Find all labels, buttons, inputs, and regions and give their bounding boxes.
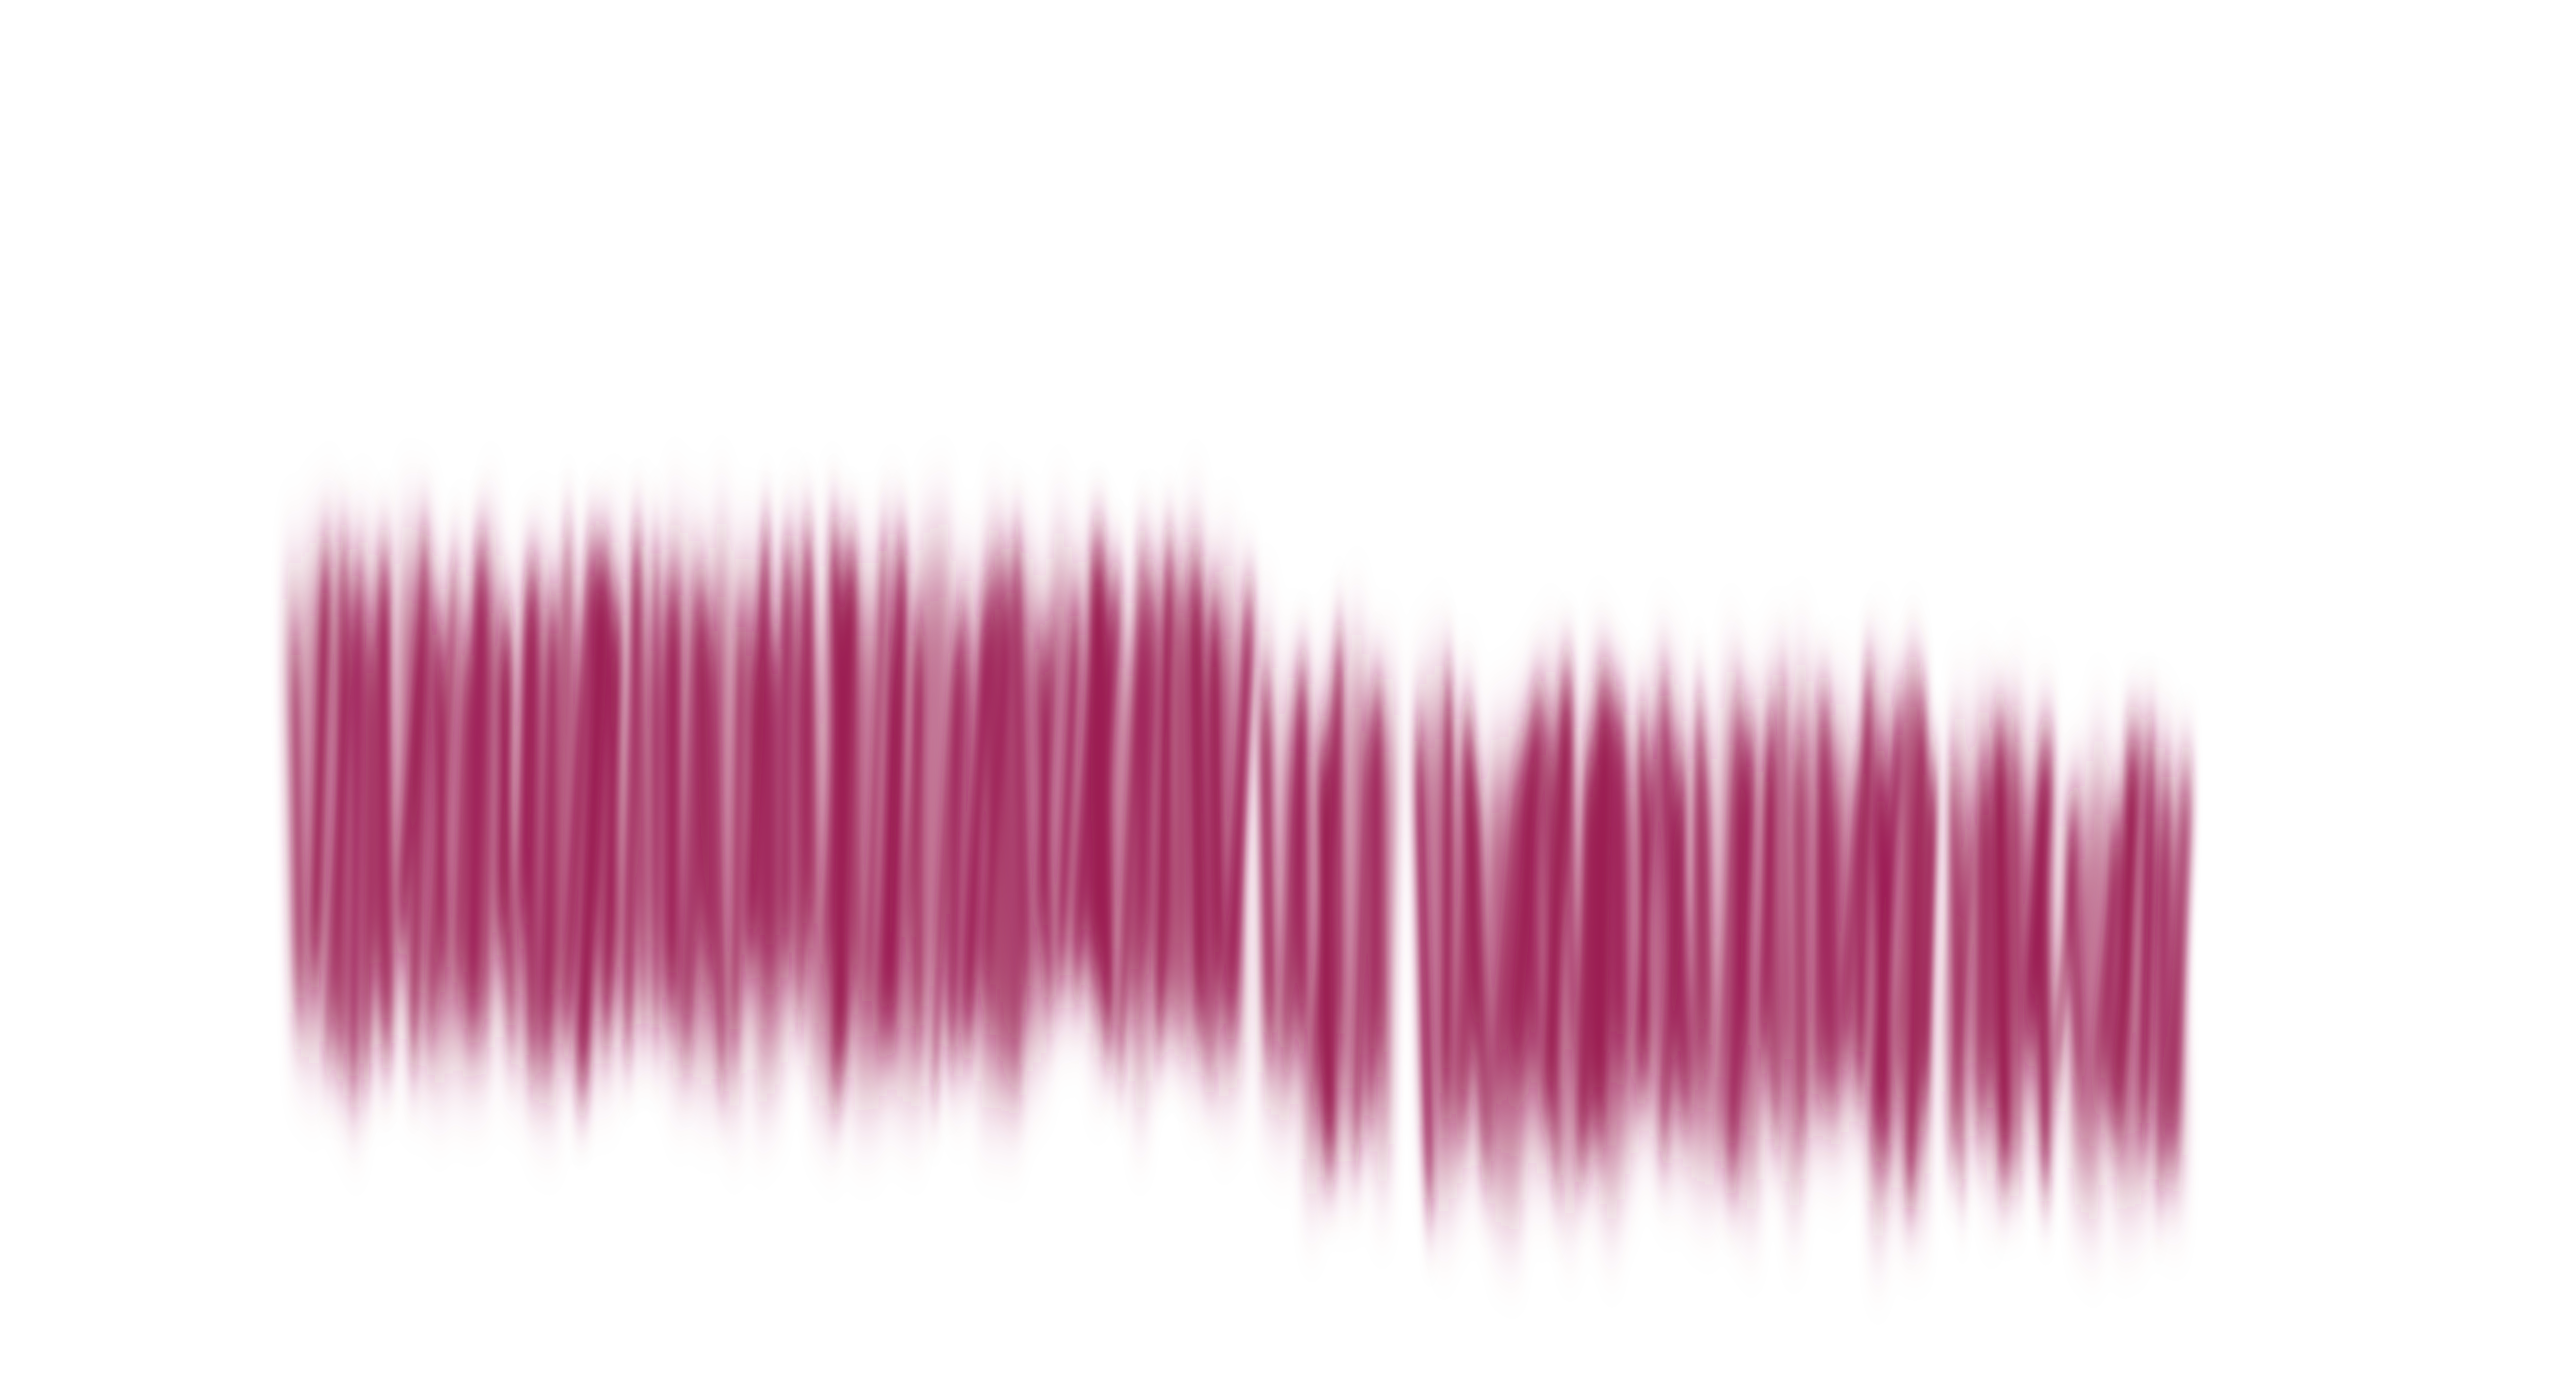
streak — [1779, 686, 1791, 1060]
streak — [1490, 772, 1528, 1080]
streak — [946, 631, 967, 1047]
streak — [605, 621, 620, 967]
streak — [705, 630, 728, 1070]
streak — [1012, 551, 1031, 986]
streak — [1336, 641, 1343, 1034]
streak-layer-front — [292, 540, 2195, 1199]
streak — [1372, 705, 1387, 1052]
streak — [731, 626, 744, 1029]
streak — [1036, 649, 1054, 996]
streak — [1737, 779, 1750, 1046]
streak — [2155, 776, 2171, 1180]
streak — [919, 568, 939, 1023]
streak — [1055, 616, 1081, 976]
streak — [762, 648, 781, 970]
streak — [1791, 759, 1808, 1121]
streak — [481, 613, 492, 1019]
streak — [453, 655, 474, 983]
streak — [1135, 556, 1152, 950]
streak — [1947, 766, 1967, 1179]
streak — [1670, 779, 1693, 1105]
streak — [334, 550, 350, 1054]
streak — [986, 596, 999, 1010]
streak — [2036, 803, 2052, 1176]
streak — [1295, 688, 1308, 1029]
streak — [1722, 741, 1757, 1168]
streak — [1917, 769, 1940, 1096]
streak — [1222, 601, 1257, 1014]
streak — [1189, 582, 1206, 1016]
streak — [550, 540, 574, 1003]
streak — [1565, 709, 1577, 1050]
streak — [539, 608, 560, 1046]
streak — [1873, 776, 1892, 1144]
streak — [697, 633, 714, 970]
streak — [959, 607, 996, 1033]
streak — [1598, 782, 1615, 1055]
streak — [497, 646, 516, 1025]
streak — [1160, 631, 1177, 1024]
streak — [1442, 685, 1453, 1094]
streak — [349, 579, 363, 1076]
streak — [750, 655, 766, 953]
streak — [1837, 772, 1867, 1046]
streak — [929, 653, 960, 1080]
streak — [2010, 742, 2023, 1171]
streak — [1414, 741, 1435, 1199]
streak — [524, 595, 539, 1055]
streak — [1541, 735, 1564, 1176]
streak — [574, 560, 611, 1080]
streak — [1697, 742, 1712, 1045]
streak — [779, 560, 793, 953]
streak — [885, 555, 909, 1028]
streak — [1351, 730, 1374, 1145]
streak — [1637, 726, 1651, 1073]
streak — [1173, 587, 1189, 1037]
streak — [1659, 696, 1680, 1058]
streak — [801, 540, 817, 924]
streak — [1468, 792, 1494, 1161]
streak — [1611, 711, 1628, 1060]
streak — [1713, 702, 1743, 1150]
streak — [864, 551, 887, 1001]
streak — [389, 564, 417, 968]
streak — [1893, 681, 1920, 1073]
streak — [1521, 745, 1541, 1058]
streak — [634, 550, 648, 1024]
streak — [1209, 609, 1225, 978]
streak — [999, 580, 1022, 1064]
streak — [1815, 702, 1839, 1087]
streak — [1116, 635, 1144, 1059]
streak — [2063, 820, 2086, 1076]
streak — [1905, 706, 1929, 1182]
streak — [1975, 782, 1989, 1122]
streak — [2138, 740, 2156, 1123]
streak — [1094, 634, 1116, 1036]
streak — [2162, 772, 2195, 1149]
streak — [846, 567, 861, 990]
streak — [2121, 742, 2135, 1033]
streak — [1763, 771, 1783, 1125]
streak — [1317, 751, 1337, 1155]
streak — [432, 634, 449, 967]
streak — [2102, 823, 2119, 1123]
streak — [309, 567, 331, 962]
streak — [465, 554, 489, 1018]
streak — [912, 635, 924, 1026]
streak — [377, 581, 394, 1043]
streak — [1854, 681, 1875, 1077]
streak — [2075, 822, 2103, 1183]
streak — [292, 655, 304, 998]
streak — [829, 542, 851, 1051]
streak — [1574, 761, 1600, 1157]
streak — [663, 595, 682, 998]
streak — [1260, 700, 1276, 1033]
streak — [1992, 729, 2013, 1171]
streak — [652, 553, 660, 1028]
streak — [560, 550, 597, 1032]
streak — [409, 550, 429, 1047]
